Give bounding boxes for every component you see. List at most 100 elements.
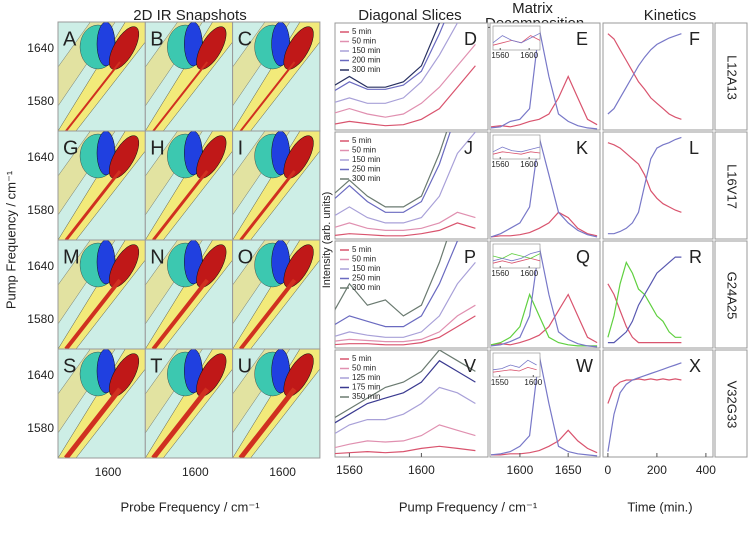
plot-frame xyxy=(334,349,489,458)
panel-label: G xyxy=(63,137,79,159)
legend-label: 50 min xyxy=(352,37,376,46)
red-blob xyxy=(108,135,140,179)
header: 2D IR Snapshots xyxy=(133,7,247,24)
legend-label: 300 min xyxy=(352,283,380,292)
series-line xyxy=(490,246,598,348)
diag xyxy=(64,387,122,458)
series-line xyxy=(335,132,448,208)
series-line xyxy=(335,222,476,237)
x-axis-label: Time (min.) xyxy=(627,499,692,514)
series-line xyxy=(335,23,459,104)
row-strip xyxy=(714,349,748,458)
panel-label: D xyxy=(464,29,477,49)
inset-tick-label: 1560 xyxy=(491,51,509,60)
series-line xyxy=(335,445,476,455)
legend-label: 175 min xyxy=(352,383,380,392)
y-tick-label: 1640 xyxy=(27,41,54,55)
diag xyxy=(238,387,297,458)
plot xyxy=(490,28,598,130)
snapshot xyxy=(145,240,233,349)
y-axis-label: Intensity (arb. units) xyxy=(321,192,333,289)
x-tick-label: 1560 xyxy=(336,463,363,477)
plot-frame xyxy=(602,22,714,131)
series-line xyxy=(490,355,598,457)
x-tick-label: 1600 xyxy=(269,465,296,479)
y-tick-label: 1580 xyxy=(27,421,54,435)
series-line xyxy=(335,44,476,118)
panel-label: C xyxy=(238,28,252,50)
inset-tick-label: 1600 xyxy=(520,51,538,60)
panel-label: V xyxy=(464,356,476,376)
series-line xyxy=(335,359,476,424)
red-blob xyxy=(283,135,314,179)
inset-tick-label: 1600 xyxy=(520,269,538,278)
inset-line xyxy=(492,366,537,373)
series-line xyxy=(607,256,682,344)
series-line xyxy=(490,293,598,346)
inset-line xyxy=(492,32,541,44)
inset-tick-label: 1560 xyxy=(491,160,509,169)
snapshot xyxy=(58,240,146,349)
panel-label: P xyxy=(464,247,476,267)
legend-label: 150 min xyxy=(352,46,380,55)
snapshot xyxy=(232,131,320,240)
plot xyxy=(335,132,476,237)
plot-frame xyxy=(334,131,489,240)
series-line xyxy=(490,211,598,238)
panel-label: W xyxy=(576,356,593,376)
snapshot xyxy=(58,349,146,458)
inset-line xyxy=(492,250,541,262)
x-axis-label: Pump Frequency / cm⁻¹ xyxy=(399,499,538,514)
inset-tick-label: 1600 xyxy=(524,378,542,387)
snapshot xyxy=(145,22,233,131)
panel-label: I xyxy=(238,137,244,159)
inset-line xyxy=(492,151,541,155)
plot xyxy=(335,241,476,346)
series-line xyxy=(490,292,598,347)
series-line xyxy=(607,378,682,404)
plot xyxy=(607,256,682,344)
row-label: L12A13 xyxy=(725,55,740,100)
panel-label: J xyxy=(464,138,473,158)
red-blob xyxy=(108,244,140,288)
row-strip xyxy=(714,22,748,131)
diag xyxy=(239,61,296,131)
legend-label: 300 min xyxy=(352,65,380,74)
snapshot xyxy=(232,240,320,349)
x-tick-label: 1600 xyxy=(507,463,534,477)
inset-frame xyxy=(492,134,541,160)
inset-line xyxy=(492,257,541,264)
legend-label: 300 min xyxy=(352,174,380,183)
inset-frame xyxy=(492,25,541,51)
snapshot xyxy=(58,22,146,131)
plot-frame xyxy=(602,240,714,349)
x-tick-label: 1600 xyxy=(182,465,209,479)
series-line xyxy=(335,23,441,88)
plot xyxy=(490,246,598,348)
red-blob xyxy=(196,135,227,179)
red-blob xyxy=(196,26,227,70)
y-tick-label: 1580 xyxy=(27,312,54,326)
diag xyxy=(151,278,209,349)
series-line xyxy=(607,33,682,115)
red-blob xyxy=(108,26,140,70)
snapshot xyxy=(232,22,320,131)
panel-label: M xyxy=(63,246,80,268)
panel-label: S xyxy=(63,355,76,377)
series-line xyxy=(491,429,598,456)
inset-tick-label: 1550 xyxy=(491,378,509,387)
diag xyxy=(239,170,296,240)
snapshot xyxy=(232,349,320,458)
x-tick-label: 0 xyxy=(605,463,612,477)
series-line xyxy=(335,241,448,317)
legend-label: 350 min xyxy=(352,392,380,401)
diag xyxy=(152,61,209,131)
x-tick-label: 1600 xyxy=(408,463,435,477)
series-line xyxy=(490,75,598,128)
row-label: V32G33 xyxy=(725,381,740,429)
row-label: L16V17 xyxy=(725,164,740,209)
legend-label: 125 min xyxy=(352,373,380,382)
legend-label: 200 min xyxy=(352,56,380,65)
series-line xyxy=(335,350,476,419)
row-strip xyxy=(714,131,748,240)
